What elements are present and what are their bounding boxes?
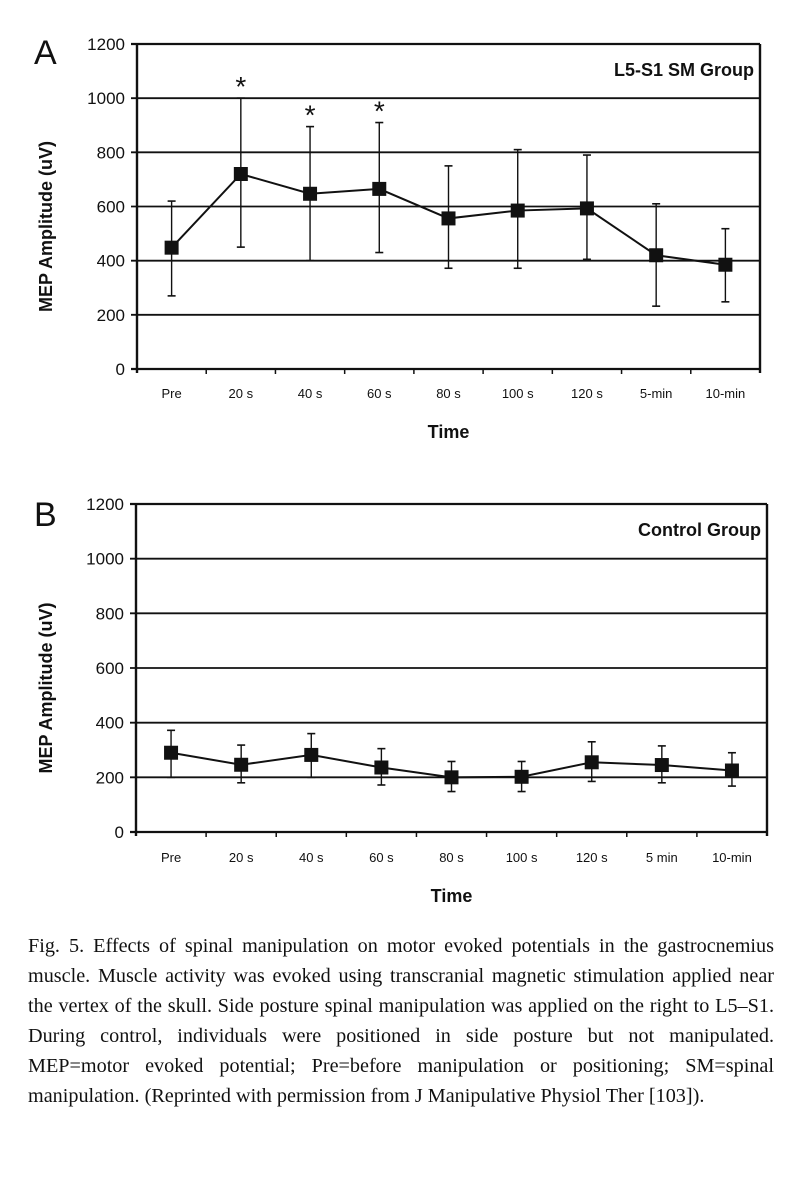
y-axis-title: MEP Amplitude (uV) bbox=[36, 141, 56, 312]
x-tick-label: 10-min bbox=[712, 850, 752, 865]
data-point-marker bbox=[303, 186, 318, 201]
data-point-marker bbox=[444, 770, 459, 785]
x-tick-label: 100 s bbox=[502, 386, 534, 401]
data-point-marker bbox=[654, 758, 669, 773]
data-point-marker bbox=[510, 203, 525, 218]
x-tick-label: 40 s bbox=[299, 850, 324, 865]
figure-5: 0 200 400 600 800 1000 1200 Pre 20 s 40 s 60 s 80 s… bbox=[34, 34, 769, 906]
significance-star: * bbox=[374, 96, 385, 127]
significance-star: * bbox=[305, 100, 316, 131]
y-tick-label: 200 bbox=[97, 306, 125, 325]
data-point-marker bbox=[233, 167, 248, 181]
data-point-marker bbox=[234, 757, 249, 772]
x-tick-label: 60 s bbox=[367, 386, 392, 401]
data-point-marker bbox=[164, 240, 179, 255]
x-axis-title: Time bbox=[431, 886, 473, 906]
data-point-marker bbox=[164, 745, 179, 760]
data-point-marker bbox=[441, 211, 456, 226]
y-tick-label: 800 bbox=[96, 604, 124, 623]
x-tick-label: 60 s bbox=[369, 850, 394, 865]
x-tick-label: 5-min bbox=[640, 386, 673, 401]
y-tick-label: 200 bbox=[96, 768, 124, 787]
data-point-marker bbox=[584, 755, 599, 770]
data-point-marker bbox=[304, 747, 319, 762]
y-tick-label: 600 bbox=[96, 659, 124, 678]
x-tick-label: 80 s bbox=[439, 850, 464, 865]
data-point-marker bbox=[514, 769, 529, 784]
panel-letter: B bbox=[34, 496, 57, 534]
data-point-marker bbox=[579, 201, 594, 216]
group-label: L5-S1 SM Group bbox=[614, 60, 754, 80]
x-tick-label: Pre bbox=[161, 850, 181, 865]
x-tick-label: 120 s bbox=[571, 386, 603, 401]
x-tick-label: 100 s bbox=[506, 850, 538, 865]
y-tick-label: 800 bbox=[97, 143, 125, 162]
y-tick-label: 1200 bbox=[86, 495, 124, 514]
panel-a-chart: 0 200 400 600 800 1000 1200 Pre 20 s 40 s 60 s 80 s… bbox=[34, 34, 762, 442]
data-point-marker bbox=[374, 760, 389, 775]
x-tick-label: 40 s bbox=[298, 386, 323, 401]
panel-b-chart: 0 200 400 600 800 1000 1200 Pre 20 s 40 s 60 s 80 s… bbox=[34, 495, 769, 906]
y-tick-label: 1200 bbox=[87, 35, 125, 54]
figure-caption: Fig. 5. Effects of spinal manipulation o… bbox=[28, 935, 774, 1107]
y-axis-title: MEP Amplitude (uV) bbox=[36, 602, 56, 773]
x-tick-label: 5 min bbox=[646, 850, 678, 865]
y-tick-label: 0 bbox=[116, 360, 125, 379]
y-tick-label: 1000 bbox=[86, 550, 124, 569]
data-point-marker bbox=[724, 763, 739, 778]
data-point-marker bbox=[372, 181, 387, 196]
group-label: Control Group bbox=[638, 520, 761, 540]
x-axis-title: Time bbox=[428, 422, 470, 442]
x-tick-label: Pre bbox=[161, 386, 181, 401]
y-tick-label: 400 bbox=[96, 714, 124, 733]
y-tick-label: 400 bbox=[97, 252, 125, 271]
x-tick-label: 20 s bbox=[229, 386, 254, 401]
y-tick-label: 1000 bbox=[87, 89, 125, 108]
y-tick-label: 0 bbox=[115, 823, 124, 842]
significance-star: * bbox=[235, 71, 246, 102]
panel-letter: A bbox=[34, 34, 57, 72]
data-point-marker bbox=[649, 248, 664, 263]
x-tick-label: 20 s bbox=[229, 850, 254, 865]
x-tick-label: 10-min bbox=[706, 386, 746, 401]
x-tick-label: 80 s bbox=[436, 386, 461, 401]
x-tick-label: 120 s bbox=[576, 850, 608, 865]
data-point-marker bbox=[718, 257, 733, 272]
y-tick-label: 600 bbox=[97, 198, 125, 217]
